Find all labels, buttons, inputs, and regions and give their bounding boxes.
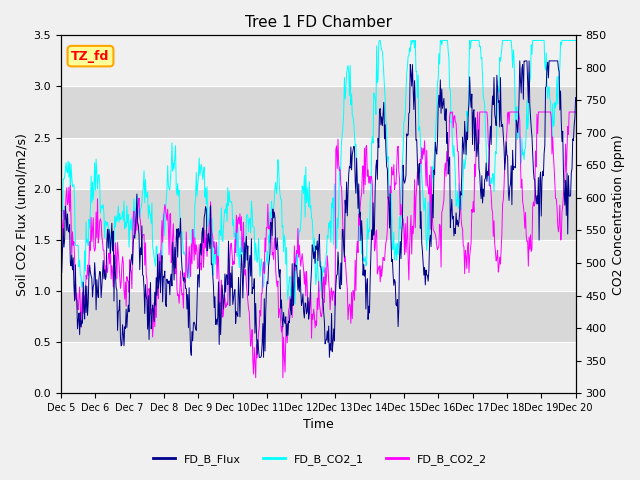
- FD_B_CO2_1: [120, 218, 127, 224]
- FD_B_CO2_1: [397, 189, 405, 194]
- FD_B_CO2_2: [381, 247, 389, 252]
- Y-axis label: CO2 Concentration (ppm): CO2 Concentration (ppm): [612, 134, 625, 295]
- FD_B_CO2_1: [287, 302, 294, 308]
- FD_B_CO2_2: [396, 212, 404, 218]
- FD_B_CO2_1: [199, 177, 207, 182]
- FD_B_Flux: [572, 95, 579, 100]
- FD_B_CO2_2: [67, 182, 74, 188]
- Text: TZ_fd: TZ_fd: [71, 49, 109, 63]
- FD_B_Flux: [516, 58, 524, 64]
- FD_B_Flux: [57, 270, 65, 276]
- Line: FD_B_CO2_2: FD_B_CO2_2: [61, 112, 575, 378]
- Line: FD_B_CO2_1: FD_B_CO2_1: [61, 40, 575, 305]
- Bar: [61, 189, 575, 240]
- Legend: FD_B_Flux, FD_B_CO2_1, FD_B_CO2_2: FD_B_Flux, FD_B_CO2_1, FD_B_CO2_2: [148, 450, 492, 469]
- FD_B_CO2_1: [67, 190, 74, 195]
- Y-axis label: Soil CO2 Flux (umol/m2/s): Soil CO2 Flux (umol/m2/s): [15, 133, 28, 296]
- FD_B_Flux: [255, 354, 263, 360]
- FD_B_Flux: [120, 331, 127, 337]
- FD_B_CO2_1: [572, 37, 579, 43]
- Bar: [61, 291, 575, 342]
- FD_B_CO2_1: [376, 37, 383, 43]
- Title: Tree 1 FD Chamber: Tree 1 FD Chamber: [245, 15, 392, 30]
- FD_B_CO2_2: [447, 109, 454, 115]
- FD_B_CO2_2: [172, 270, 179, 276]
- FD_B_CO2_1: [172, 143, 179, 148]
- FD_B_CO2_2: [57, 231, 65, 237]
- FD_B_Flux: [396, 239, 404, 244]
- X-axis label: Time: Time: [303, 419, 333, 432]
- FD_B_CO2_2: [120, 260, 127, 265]
- FD_B_CO2_2: [199, 225, 207, 230]
- FD_B_Flux: [381, 122, 389, 128]
- Line: FD_B_Flux: FD_B_Flux: [61, 61, 575, 357]
- FD_B_Flux: [199, 226, 207, 231]
- FD_B_Flux: [172, 265, 179, 271]
- FD_B_Flux: [67, 260, 74, 265]
- FD_B_CO2_2: [252, 375, 260, 381]
- FD_B_CO2_2: [572, 109, 579, 115]
- FD_B_CO2_1: [382, 120, 390, 126]
- Bar: [61, 86, 575, 138]
- FD_B_CO2_1: [57, 205, 65, 211]
